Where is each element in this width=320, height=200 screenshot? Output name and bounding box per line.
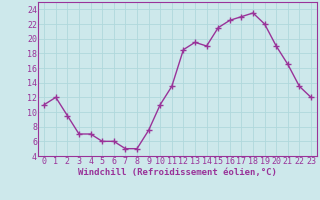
X-axis label: Windchill (Refroidissement éolien,°C): Windchill (Refroidissement éolien,°C) [78, 168, 277, 177]
